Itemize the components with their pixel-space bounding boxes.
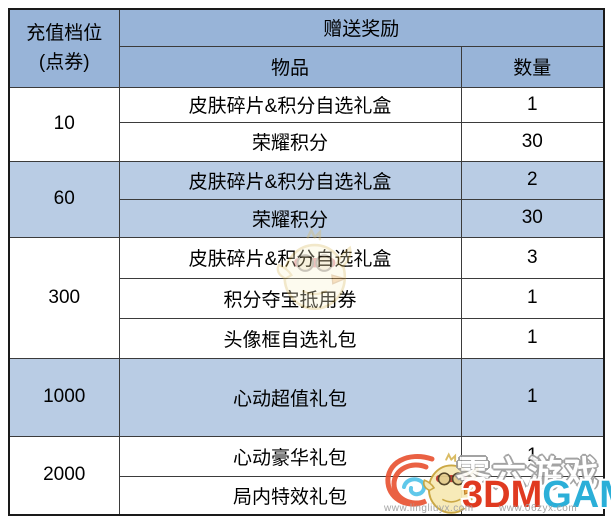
qty-cell: 30 [460,198,605,238]
qty-cell: 1 [460,86,605,123]
qty-cell: 1 [460,435,605,477]
header-tier-line2: (点券) [38,52,90,74]
tier-cell: 1000 [8,357,120,437]
qty-cell: 30 [460,121,605,162]
item-cell: 心动超值礼包 [118,357,462,437]
header-quantity: 数量 [460,45,605,88]
item-cell: 头像框自选礼包 [118,317,462,359]
item-cell: 皮肤碎片&积分自选礼盒 [118,86,462,123]
item-cell: 荣耀积分 [118,198,462,238]
tier-cell: 300 [8,236,120,359]
qty-cell: 1 [460,475,605,516]
qty-cell: 2 [460,160,605,200]
qty-cell: 1 [460,277,605,319]
header-tier-line1: 充值档位 [26,22,103,44]
item-cell: 局内特效礼包 [118,475,462,516]
header-item: 物品 [118,45,462,88]
item-cell: 皮肤碎片&积分自选礼盒 [118,160,462,200]
item-cell: 积分夺宝抵用券 [118,277,462,319]
item-cell: 皮肤碎片&积分自选礼盒 [118,236,462,279]
tier-cell: 60 [8,160,120,238]
header-rewards: 赠送奖励 [118,8,605,47]
item-cell: 心动豪华礼包 [118,435,462,477]
qty-cell: 1 [460,357,605,437]
qty-cell: 1 [460,317,605,359]
qty-cell: 3 [460,236,605,279]
tier-cell: 10 [8,86,120,162]
tier-cell: 2000 [8,435,120,516]
recharge-rewards-table: 充值档位 (点券) 赠送奖励 物品 数量 10 皮肤碎片&积分自选礼盒 1 荣耀… [8,8,606,516]
item-cell: 荣耀积分 [118,121,462,162]
header-tier: 充值档位 (点券) [8,8,120,88]
